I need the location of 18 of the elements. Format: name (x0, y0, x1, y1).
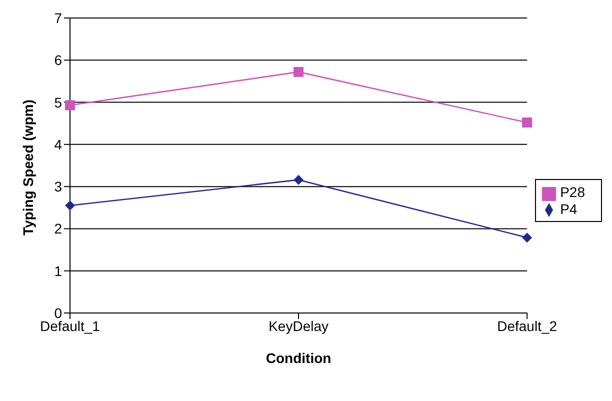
y-tick-label: 5 (54, 94, 62, 110)
y-tick-label: 1 (54, 262, 62, 279)
y-axis-title: Typing Speed (wpm) (20, 100, 36, 236)
y-tick-label: 3 (54, 178, 62, 195)
y-tick-label: 7 (54, 10, 62, 26)
point (522, 232, 532, 243)
point (522, 118, 532, 128)
point (65, 200, 75, 211)
y-tick-label: 6 (54, 52, 62, 68)
point (294, 174, 304, 185)
y-tick-label: 2 (54, 220, 62, 237)
y-tick-label: 4 (54, 136, 62, 152)
x-axis-title: Condition (266, 350, 332, 366)
legend-label: P4 (560, 200, 578, 216)
legend-label: P28 (560, 184, 585, 200)
point (294, 66, 304, 77)
x-tick-label: Default_2 (497, 318, 558, 334)
x-tick-label: KeyDelay (268, 318, 328, 334)
